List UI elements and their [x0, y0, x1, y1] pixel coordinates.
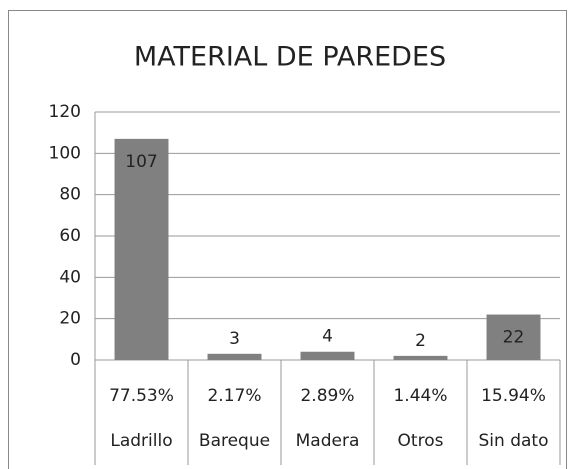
- share-label: 77.53%: [109, 386, 174, 406]
- bar: [486, 314, 541, 360]
- y-tick-label: 0: [70, 350, 81, 370]
- data-label: 4: [322, 327, 333, 347]
- x-tick-label: Otros: [398, 431, 444, 451]
- y-tick-label: 40: [59, 267, 81, 287]
- x-tick-label: Ladrillo: [110, 431, 172, 451]
- y-tick-label: 120: [49, 102, 81, 122]
- bar: [207, 353, 262, 360]
- share-label: 1.44%: [393, 386, 447, 406]
- y-tick-label: 100: [49, 143, 81, 163]
- y-tick-label: 60: [59, 226, 81, 246]
- share-label: 2.17%: [207, 386, 261, 406]
- y-tick-label: 20: [59, 309, 81, 329]
- share-label: 15.94%: [481, 386, 546, 406]
- x-tick-label: Bareque: [199, 431, 270, 451]
- data-label: 22: [503, 328, 525, 348]
- x-tick-label: Madera: [296, 431, 360, 451]
- data-label: 3: [229, 329, 240, 349]
- x-tick-label: Sin dato: [479, 431, 549, 451]
- bar: [300, 351, 355, 360]
- chart-title: MATERIAL DE PAREDES: [134, 42, 446, 73]
- share-label: 2.89%: [300, 386, 354, 406]
- data-label: 2: [415, 331, 426, 351]
- bar: [393, 355, 448, 360]
- bar: [114, 138, 169, 360]
- data-label: 107: [125, 152, 157, 172]
- y-tick-label: 80: [59, 185, 81, 205]
- chart-border: [8, 10, 567, 469]
